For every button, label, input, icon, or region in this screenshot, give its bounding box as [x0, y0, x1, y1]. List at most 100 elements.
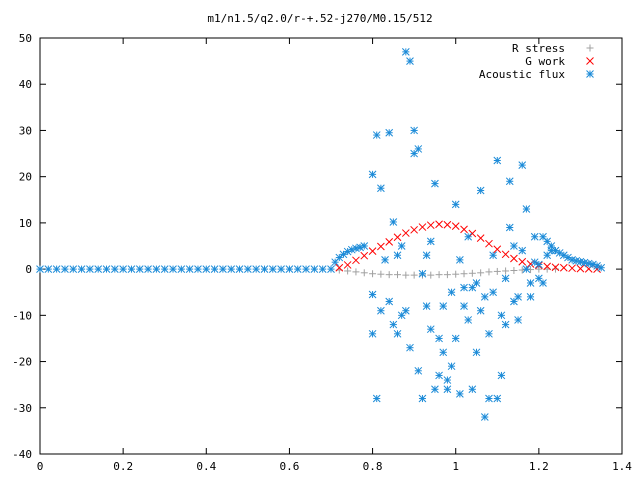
data-point [485, 239, 493, 248]
data-point-stroke [335, 263, 344, 272]
data-point [352, 268, 360, 276]
data-point [418, 394, 427, 403]
data-point-stroke [152, 265, 161, 273]
data-point-stroke [352, 256, 360, 265]
data-point [460, 270, 468, 278]
data-point [480, 292, 489, 301]
data-point [94, 265, 103, 273]
data-point-stroke [555, 249, 564, 257]
data-point [551, 263, 560, 272]
data-point-stroke [401, 229, 410, 237]
data-point-stroke [94, 265, 103, 273]
data-point [476, 234, 485, 242]
data-point-stroke [543, 237, 552, 246]
data-point-stroke [593, 262, 601, 270]
data-point-stroke [347, 245, 356, 254]
data-point [477, 269, 485, 277]
data-point-stroke [397, 242, 406, 250]
data-point-stroke [497, 311, 506, 320]
data-point [443, 271, 451, 279]
data-point-stroke [77, 265, 86, 273]
data-point-stroke [418, 223, 427, 231]
data-point-stroke [418, 394, 427, 403]
data-point-stroke [422, 302, 431, 310]
data-point-stroke [318, 265, 327, 273]
data-point-stroke [343, 261, 352, 269]
data-point [510, 266, 518, 274]
x-tick-label: 0.8 [363, 460, 383, 473]
data-point-stroke [460, 225, 468, 234]
data-point [501, 250, 510, 259]
data-point [377, 270, 385, 278]
data-point-stroke [485, 394, 493, 403]
data-point-stroke [576, 264, 585, 273]
data-point [489, 251, 497, 260]
data-point [194, 265, 202, 273]
data-point-stroke [489, 288, 497, 297]
data-point [485, 329, 493, 338]
data-point [468, 229, 477, 238]
data-point [497, 371, 506, 380]
data-point-stroke [505, 177, 514, 186]
data-point-stroke [426, 221, 435, 230]
data-point [377, 242, 385, 251]
data-point [576, 264, 585, 273]
data-point-stroke [219, 265, 227, 273]
data-point-stroke [194, 265, 202, 273]
series-g-work [335, 220, 601, 273]
data-point-stroke [110, 265, 119, 273]
data-point [406, 343, 414, 352]
data-point-stroke [443, 220, 452, 229]
data-point-stroke [476, 306, 485, 315]
data-point [227, 265, 236, 273]
data-point [377, 184, 385, 193]
legend-marker-stroke [586, 70, 594, 78]
data-point [185, 265, 194, 273]
data-point-stroke [401, 48, 410, 56]
data-point-stroke [518, 161, 527, 169]
data-point [402, 271, 410, 279]
data-point [335, 253, 344, 262]
x-tick-label: 0.4 [196, 460, 216, 473]
y-tick-label: -40 [12, 448, 32, 461]
data-point [460, 302, 468, 310]
data-point [372, 394, 381, 403]
data-point [530, 232, 539, 241]
data-point [435, 334, 443, 343]
data-point-stroke [435, 334, 443, 343]
data-point-stroke [426, 237, 435, 246]
data-point [360, 269, 368, 277]
series-acoustic-flux [36, 48, 606, 421]
data-point [385, 128, 394, 137]
data-point-stroke [526, 279, 535, 287]
data-point [431, 385, 439, 394]
data-point-stroke [530, 258, 539, 267]
data-point [451, 334, 460, 343]
data-point-stroke [61, 265, 69, 273]
data-point-stroke [431, 385, 439, 394]
data-point-stroke [426, 325, 435, 334]
data-point [435, 220, 443, 229]
data-point-stroke [451, 334, 460, 343]
legend-label: G work [525, 55, 565, 68]
data-point-stroke [447, 362, 456, 371]
data-point [522, 265, 531, 273]
data-point-stroke [119, 265, 127, 273]
data-point-stroke [551, 263, 560, 272]
data-point [393, 329, 402, 338]
data-point [406, 57, 414, 65]
data-point [119, 265, 127, 273]
data-point [86, 265, 94, 273]
data-point-stroke [368, 329, 377, 338]
data-point [293, 265, 302, 273]
data-point-stroke [480, 413, 489, 421]
legend-item: Acoustic flux [479, 68, 594, 81]
data-point-stroke [52, 265, 61, 273]
data-point-stroke [501, 274, 510, 283]
data-point [368, 290, 377, 299]
data-point [452, 270, 460, 278]
data-point [152, 265, 161, 273]
data-point [439, 302, 448, 310]
data-point [127, 265, 136, 273]
data-point [501, 274, 510, 283]
